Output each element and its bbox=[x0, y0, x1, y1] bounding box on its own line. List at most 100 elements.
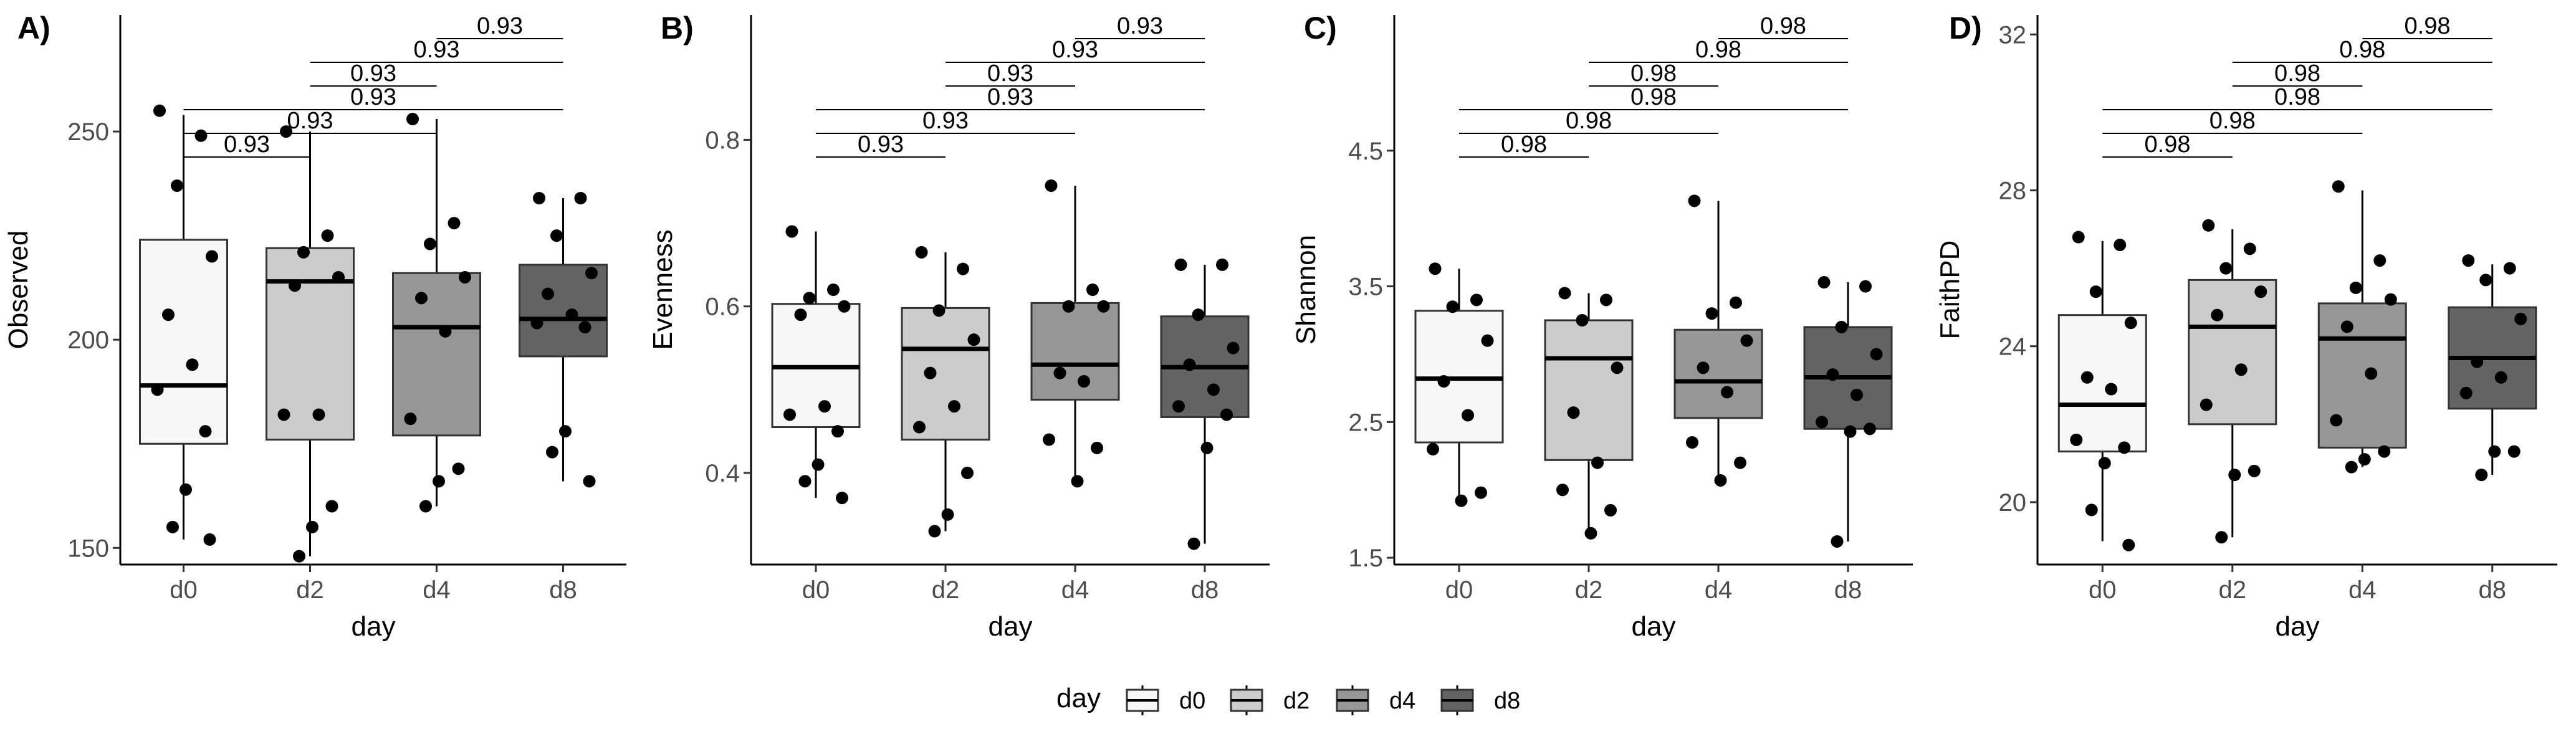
comparison-p-label: 0.98 bbox=[1630, 84, 1677, 110]
data-point bbox=[199, 425, 212, 438]
data-point bbox=[1097, 300, 1110, 313]
data-point bbox=[2503, 262, 2516, 275]
data-point bbox=[2345, 460, 2358, 474]
box-iqr bbox=[139, 239, 228, 445]
data-point bbox=[2105, 383, 2118, 396]
data-point bbox=[186, 358, 199, 371]
data-point bbox=[297, 246, 310, 259]
data-point bbox=[2365, 367, 2378, 380]
data-point bbox=[1216, 258, 1228, 271]
data-point bbox=[2114, 239, 2127, 252]
data-point bbox=[1870, 348, 1883, 361]
data-point bbox=[2479, 274, 2492, 287]
comparison-p-label: 0.93 bbox=[477, 13, 523, 39]
box-iqr bbox=[1544, 319, 1634, 461]
data-point bbox=[2378, 445, 2391, 458]
y-tick-label: 1.5 bbox=[1348, 545, 1383, 572]
data-point bbox=[1864, 422, 1876, 436]
data-point bbox=[1697, 361, 1710, 374]
y-tick-label: 3.5 bbox=[1348, 274, 1383, 301]
data-point bbox=[1817, 276, 1831, 289]
data-point bbox=[194, 129, 208, 142]
data-point bbox=[2098, 457, 2111, 470]
comparison-p-label: 0.98 bbox=[1630, 60, 1677, 87]
x-tick-label: d2 bbox=[2219, 576, 2247, 604]
x-tick-label: d0 bbox=[2089, 576, 2117, 604]
data-point bbox=[312, 408, 325, 421]
data-point bbox=[574, 192, 587, 204]
data-point bbox=[459, 270, 471, 284]
x-axis-title: day bbox=[2276, 611, 2320, 642]
data-point bbox=[277, 408, 290, 421]
data-point bbox=[2514, 312, 2527, 325]
data-point bbox=[827, 284, 840, 296]
x-tick-label: d4 bbox=[423, 576, 451, 604]
comparison-p-label: 0.98 bbox=[2339, 37, 2385, 63]
x-tick-label: d0 bbox=[802, 576, 830, 604]
comparison-p-label: 0.98 bbox=[1695, 37, 1741, 63]
comparison-p-label: 0.98 bbox=[1760, 13, 1806, 39]
data-point bbox=[406, 113, 419, 126]
data-point bbox=[2358, 453, 2371, 466]
data-point bbox=[913, 421, 926, 434]
data-point bbox=[2200, 398, 2213, 411]
y-axis-title: Shannon bbox=[1291, 235, 1321, 345]
y-tick-label: 150 bbox=[67, 535, 109, 562]
data-point bbox=[585, 267, 598, 280]
comparison-p-label: 0.98 bbox=[2274, 84, 2320, 110]
data-point bbox=[1172, 400, 1185, 413]
data-point bbox=[1475, 486, 1487, 499]
data-point bbox=[1600, 293, 1612, 307]
data-point bbox=[565, 308, 578, 322]
data-point bbox=[1183, 358, 1196, 371]
data-point bbox=[1826, 368, 1839, 381]
data-point bbox=[1446, 300, 1459, 313]
y-tick-label: 0.6 bbox=[705, 293, 740, 321]
data-point bbox=[2215, 531, 2228, 544]
data-point bbox=[2459, 386, 2473, 399]
data-point bbox=[1604, 503, 1617, 517]
legend-item-label: d0 bbox=[1179, 688, 1205, 714]
y-tick-label: 0.4 bbox=[705, 460, 740, 487]
data-point bbox=[206, 250, 218, 263]
data-point bbox=[1470, 293, 1483, 307]
panel-letter: B) bbox=[661, 11, 694, 45]
data-point bbox=[1462, 409, 1474, 422]
data-point bbox=[1686, 436, 1698, 449]
data-point bbox=[448, 217, 461, 230]
data-point bbox=[404, 412, 417, 426]
y-axis-title: Evenness bbox=[648, 229, 678, 350]
data-point bbox=[1567, 406, 1580, 419]
box-iqr bbox=[519, 264, 608, 358]
data-point bbox=[2488, 445, 2501, 458]
data-point bbox=[439, 325, 452, 338]
x-tick-label: d4 bbox=[2349, 576, 2377, 604]
data-point bbox=[2507, 445, 2521, 458]
data-point bbox=[957, 262, 969, 275]
data-point bbox=[2254, 285, 2267, 298]
x-axis-title: day bbox=[989, 611, 1033, 642]
comparison-p-label: 0.93 bbox=[858, 131, 904, 158]
data-point bbox=[1576, 314, 1589, 327]
y-tick-label: 32 bbox=[1999, 21, 2027, 49]
x-tick-label: d8 bbox=[1191, 576, 1219, 604]
data-point bbox=[424, 237, 436, 250]
data-point bbox=[2475, 469, 2488, 482]
data-point bbox=[1714, 474, 1727, 487]
y-tick-label: 0.8 bbox=[705, 126, 740, 154]
data-point bbox=[546, 446, 558, 459]
panel-letter: C) bbox=[1304, 11, 1337, 45]
data-point bbox=[162, 308, 175, 322]
data-point bbox=[559, 425, 572, 438]
data-point bbox=[1705, 307, 1718, 320]
data-point bbox=[1831, 535, 1844, 548]
y-axis-title: FaithPD bbox=[1935, 241, 1965, 340]
data-point bbox=[1174, 258, 1187, 271]
comparison-p-label: 0.98 bbox=[2210, 108, 2256, 134]
data-point bbox=[1591, 456, 1604, 469]
data-point bbox=[1859, 280, 1872, 293]
data-point bbox=[803, 292, 816, 305]
comparison-p-label: 0.93 bbox=[1052, 37, 1098, 63]
data-point bbox=[941, 508, 954, 521]
panel-letter: A) bbox=[17, 11, 50, 45]
